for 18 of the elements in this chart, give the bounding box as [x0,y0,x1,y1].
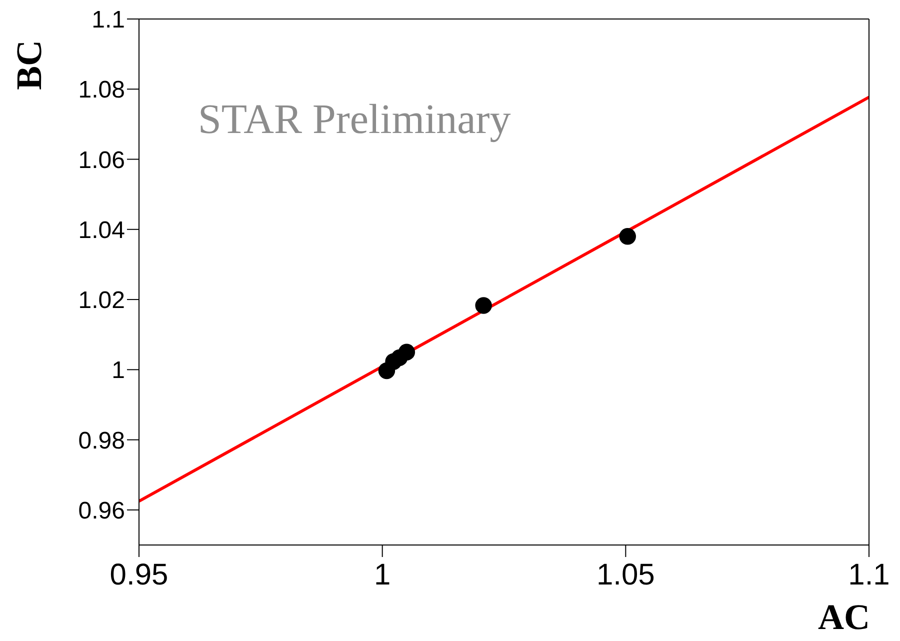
y-tick-label: 0.98 [78,427,125,454]
y-axis-title: BC [8,40,50,90]
point [475,297,492,314]
y-tick-label: 1.08 [78,76,125,104]
y-tick-label: 1.04 [78,216,125,244]
point [619,228,636,245]
y-tick-label: 1 [112,357,125,384]
point [398,344,416,360]
x-axis-title: AC [818,596,870,638]
x-tick-label: 1.1 [848,558,890,592]
y-tick-label: 0.96 [78,497,125,524]
x-tick-label: 1 [374,558,391,592]
annotation: STAR Preliminary [198,96,511,144]
x-tick-label: 0.95 [110,558,168,592]
y-tick-label: 1.02 [78,287,125,314]
y-tick-label: 1.1 [92,6,125,34]
y-tick-label: 1.06 [78,146,125,174]
x-tick-label: 1.05 [596,558,655,592]
